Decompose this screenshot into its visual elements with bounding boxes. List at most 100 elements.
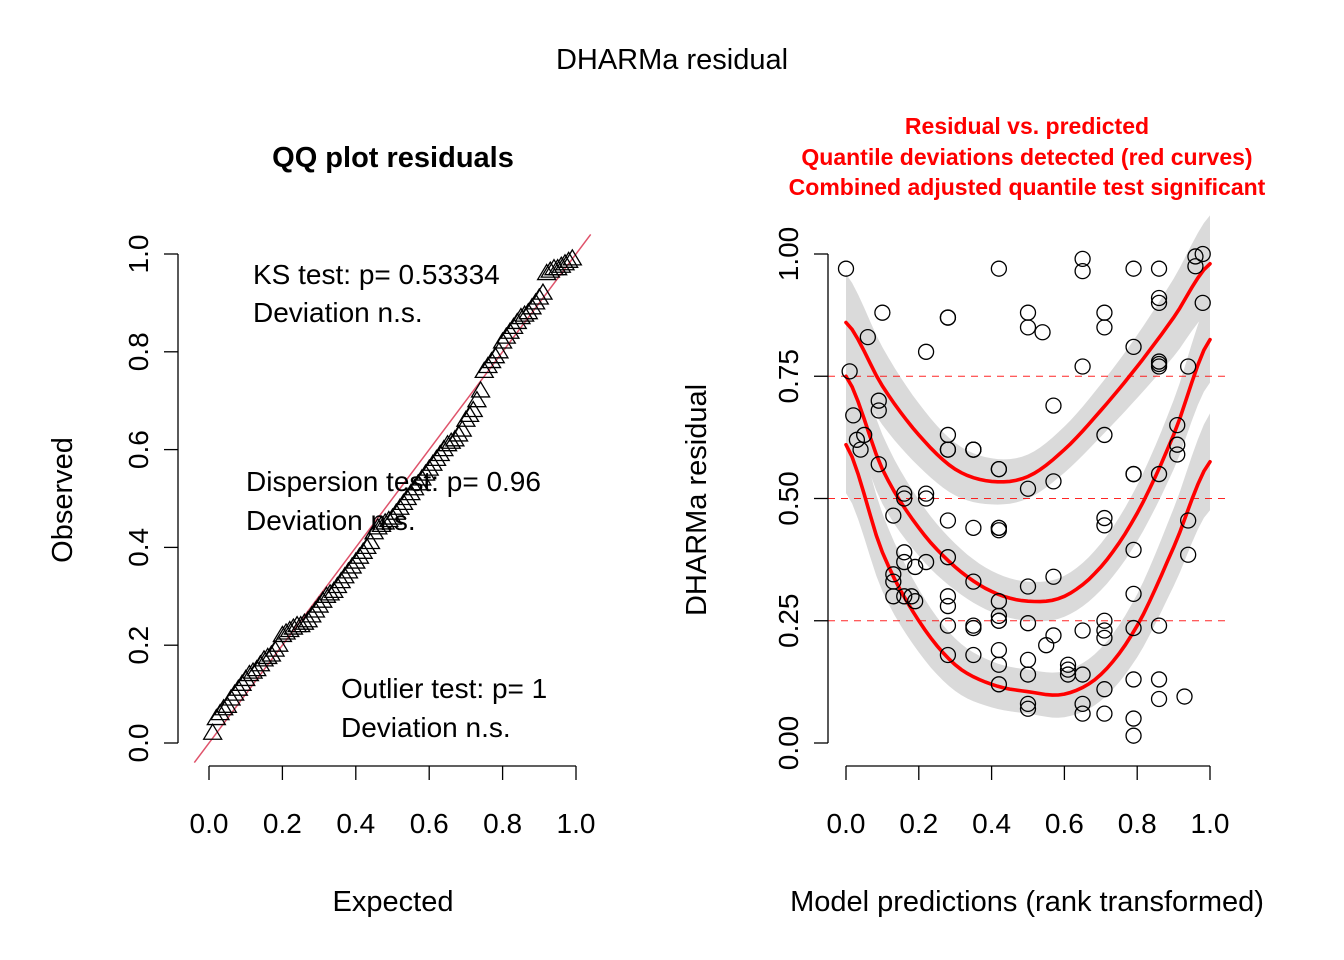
residual-point: [990, 676, 1008, 693]
residual-point: [1059, 661, 1077, 678]
qq-outlier-test-text: Outlier test: p= 1: [341, 673, 547, 704]
qq-plot-title: QQ plot residuals: [272, 142, 514, 174]
residual-point: [1169, 436, 1186, 453]
residual-y-axis-label: DHARMa residual: [681, 384, 713, 616]
qq-y-tick-label: 0.6: [123, 430, 154, 469]
residual-point: [1125, 465, 1142, 483]
residual-point: [990, 461, 1008, 478]
residual-point: [1096, 612, 1113, 629]
residual-point: [1038, 637, 1055, 654]
residual-point: [845, 407, 862, 424]
residual-point: [885, 507, 902, 524]
residual-point: [990, 656, 1008, 673]
residual-point: [1045, 473, 1062, 490]
qq-point: [316, 586, 337, 603]
residual-point: [1169, 416, 1186, 434]
residual-point: [1194, 245, 1211, 263]
residual-y-tick-label: 0.75: [773, 349, 804, 404]
residual-y-tick-label: 1.00: [773, 227, 804, 282]
residual-point: [1125, 671, 1142, 688]
residual-x-axis-label: Model predictions (rank transformed): [790, 886, 1264, 918]
residual-point: [1096, 517, 1113, 534]
residual-point: [939, 549, 957, 566]
residual-point: [1019, 615, 1037, 632]
residual-point: [1096, 426, 1113, 444]
residual-point: [870, 392, 887, 409]
qq-point: [488, 341, 510, 359]
qq-point: [466, 390, 488, 408]
residual-y-tick-label: 0.25: [773, 594, 804, 649]
qq-point: [268, 634, 289, 652]
residual-point: [990, 260, 1008, 277]
qq-dispersion-deviation-text: Deviation n.s.: [246, 505, 416, 536]
residual-title-line-3: Combined adjusted quantile test signific…: [789, 174, 1266, 200]
residual-point: [990, 607, 1008, 625]
qq-x-tick-label: 0.8: [483, 808, 522, 839]
residual-point: [1019, 666, 1037, 683]
residual-point: [939, 588, 957, 605]
residual-point: [1045, 568, 1062, 585]
qq-point: [239, 664, 260, 682]
residual-point: [1074, 622, 1091, 639]
residual-point: [1125, 727, 1142, 744]
qq-plot-panel: QQ plot residuals Expected Observed 0.0 0…: [47, 142, 595, 918]
qq-point: [558, 251, 579, 268]
residual-point: [1034, 324, 1051, 341]
residual-point: [1019, 651, 1037, 669]
qq-ks-test-text: KS test: p= 0.53334: [253, 259, 500, 290]
qq-y-tick-label: 1.0: [123, 235, 154, 274]
residual-point: [1096, 681, 1113, 698]
qq-point: [279, 620, 300, 638]
qq-point: [283, 617, 304, 635]
residual-point: [1019, 695, 1037, 713]
qq-y-axis-label: Observed: [47, 437, 79, 563]
residual-point: [1074, 666, 1091, 683]
residual-point: [885, 588, 902, 605]
residual-point: [965, 441, 982, 458]
residual-point: [1096, 304, 1113, 321]
residual-point: [896, 490, 913, 507]
residual-point: [1019, 304, 1037, 321]
residual-point: [856, 426, 873, 444]
residual-point: [1194, 294, 1211, 312]
residual-point: [917, 490, 935, 507]
residual-y-tick-label: 0.50: [773, 471, 804, 526]
residual-point: [1125, 710, 1142, 727]
residual-point: [870, 456, 887, 473]
residual-point: [1125, 541, 1142, 558]
residual-point: [1125, 338, 1142, 356]
residual-points: [837, 245, 1211, 744]
residual-point: [1045, 627, 1062, 644]
residual-point: [1074, 705, 1091, 722]
residual-point: [874, 304, 891, 321]
qq-point: [290, 615, 311, 633]
residual-axes: 0.0 0.2 0.4 0.6 0.8 1.0 0.00 0.25 0.50 0.75 1.00: [773, 227, 1229, 839]
residual-point: [1019, 700, 1037, 717]
qq-ks-deviation-text: Deviation n.s.: [253, 297, 423, 328]
residual-point: [965, 573, 982, 590]
residual-point: [907, 593, 924, 610]
qq-x-tick-label: 1.0: [557, 808, 596, 839]
residual-point: [1074, 358, 1091, 375]
figure-title: DHARMa residual: [556, 44, 788, 76]
qq-outlier-deviation-text: Deviation n.s.: [341, 712, 511, 743]
residual-point: [859, 328, 876, 346]
residual-point: [1059, 656, 1077, 673]
residual-point: [837, 260, 855, 277]
qq-x-tick-label: 0.2: [263, 808, 302, 839]
residual-point: [917, 485, 935, 502]
residual-x-tick-label: 0.2: [899, 808, 938, 839]
residual-point: [885, 566, 902, 583]
residual-point: [1169, 446, 1186, 463]
residual-x-tick-label: 0.0: [827, 808, 866, 839]
qq-point: [554, 253, 576, 271]
qq-point: [360, 532, 381, 550]
residual-point: [1150, 260, 1168, 277]
residual-point: [896, 485, 913, 502]
residual-point: [939, 617, 957, 634]
residual-point: [1125, 585, 1142, 603]
quantile-reference-lines: [828, 375, 1228, 622]
residual-point: [896, 544, 913, 561]
